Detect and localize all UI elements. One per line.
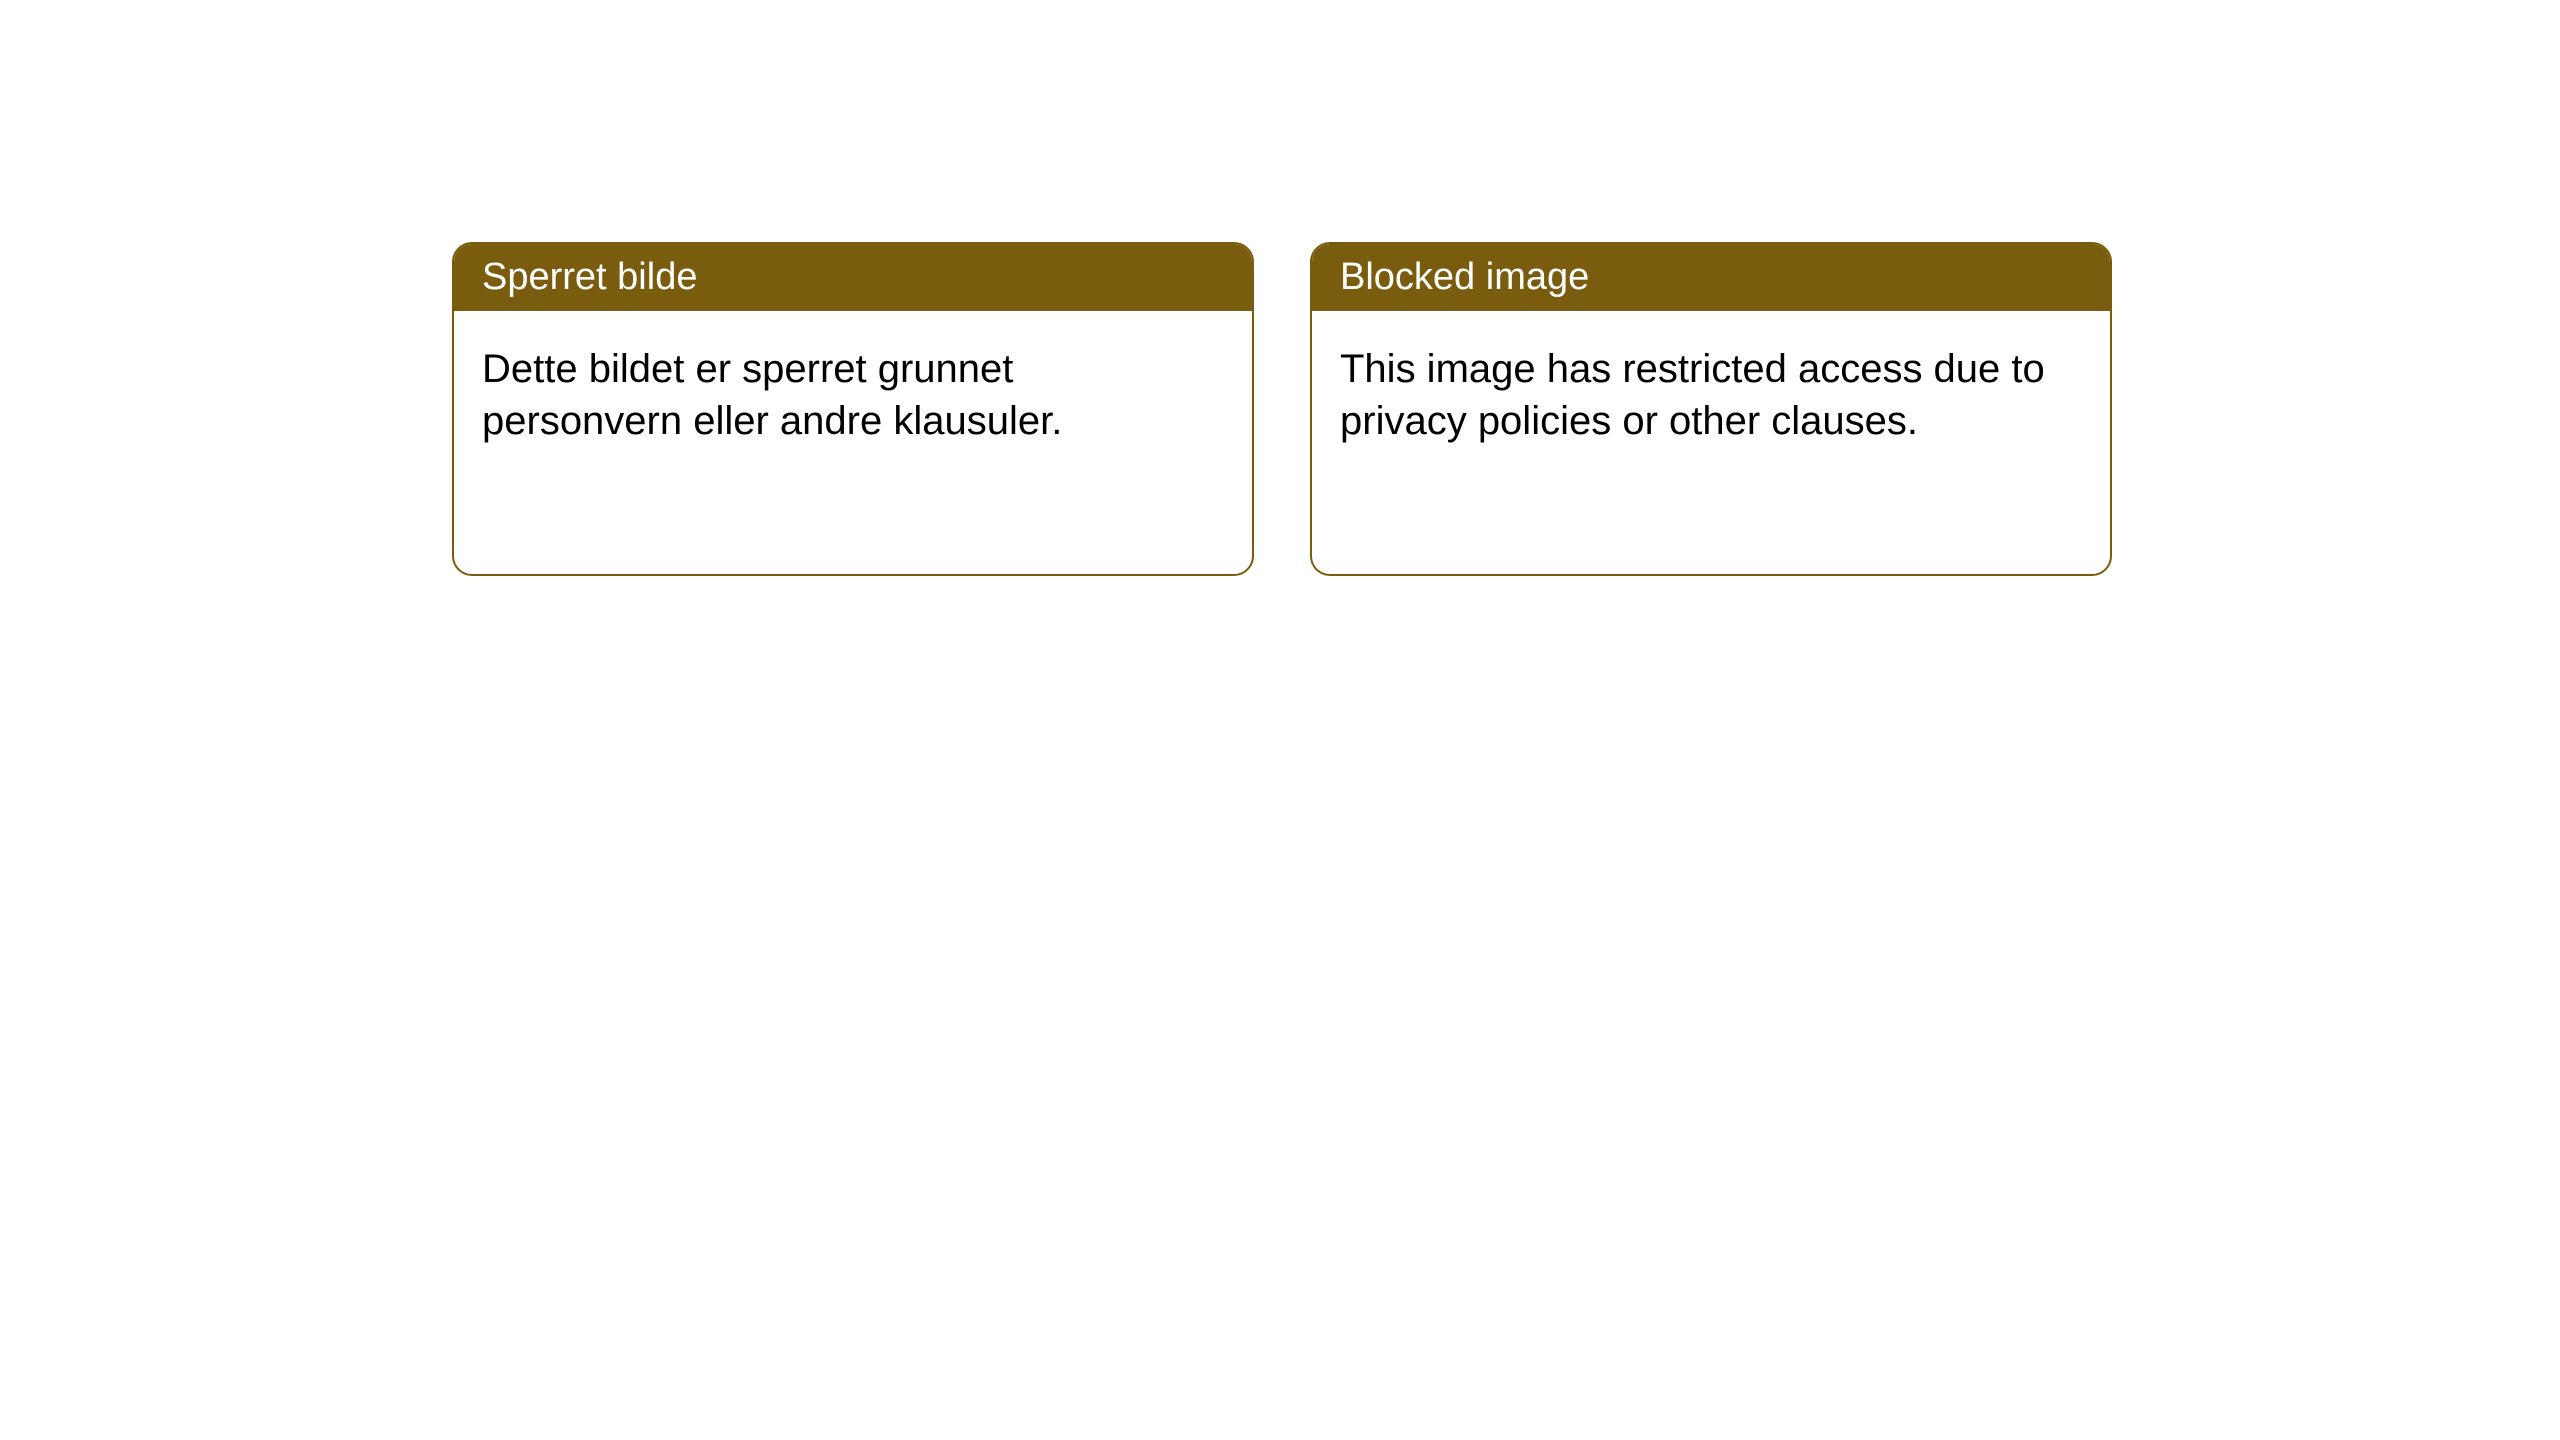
card-title: Blocked image <box>1340 256 1589 298</box>
blocked-image-card-english: Blocked image This image has restricted … <box>1310 242 2112 576</box>
card-header: Sperret bilde <box>454 244 1252 311</box>
card-body-text: This image has restricted access due to … <box>1340 347 2045 443</box>
cards-container: Sperret bilde Dette bildet er sperret gr… <box>0 0 2560 576</box>
card-body: Dette bildet er sperret grunnet personve… <box>454 311 1252 479</box>
card-body-text: Dette bildet er sperret grunnet personve… <box>482 347 1062 443</box>
card-header: Blocked image <box>1312 244 2110 311</box>
blocked-image-card-norwegian: Sperret bilde Dette bildet er sperret gr… <box>452 242 1254 576</box>
card-title: Sperret bilde <box>482 256 697 298</box>
card-body: This image has restricted access due to … <box>1312 311 2110 479</box>
